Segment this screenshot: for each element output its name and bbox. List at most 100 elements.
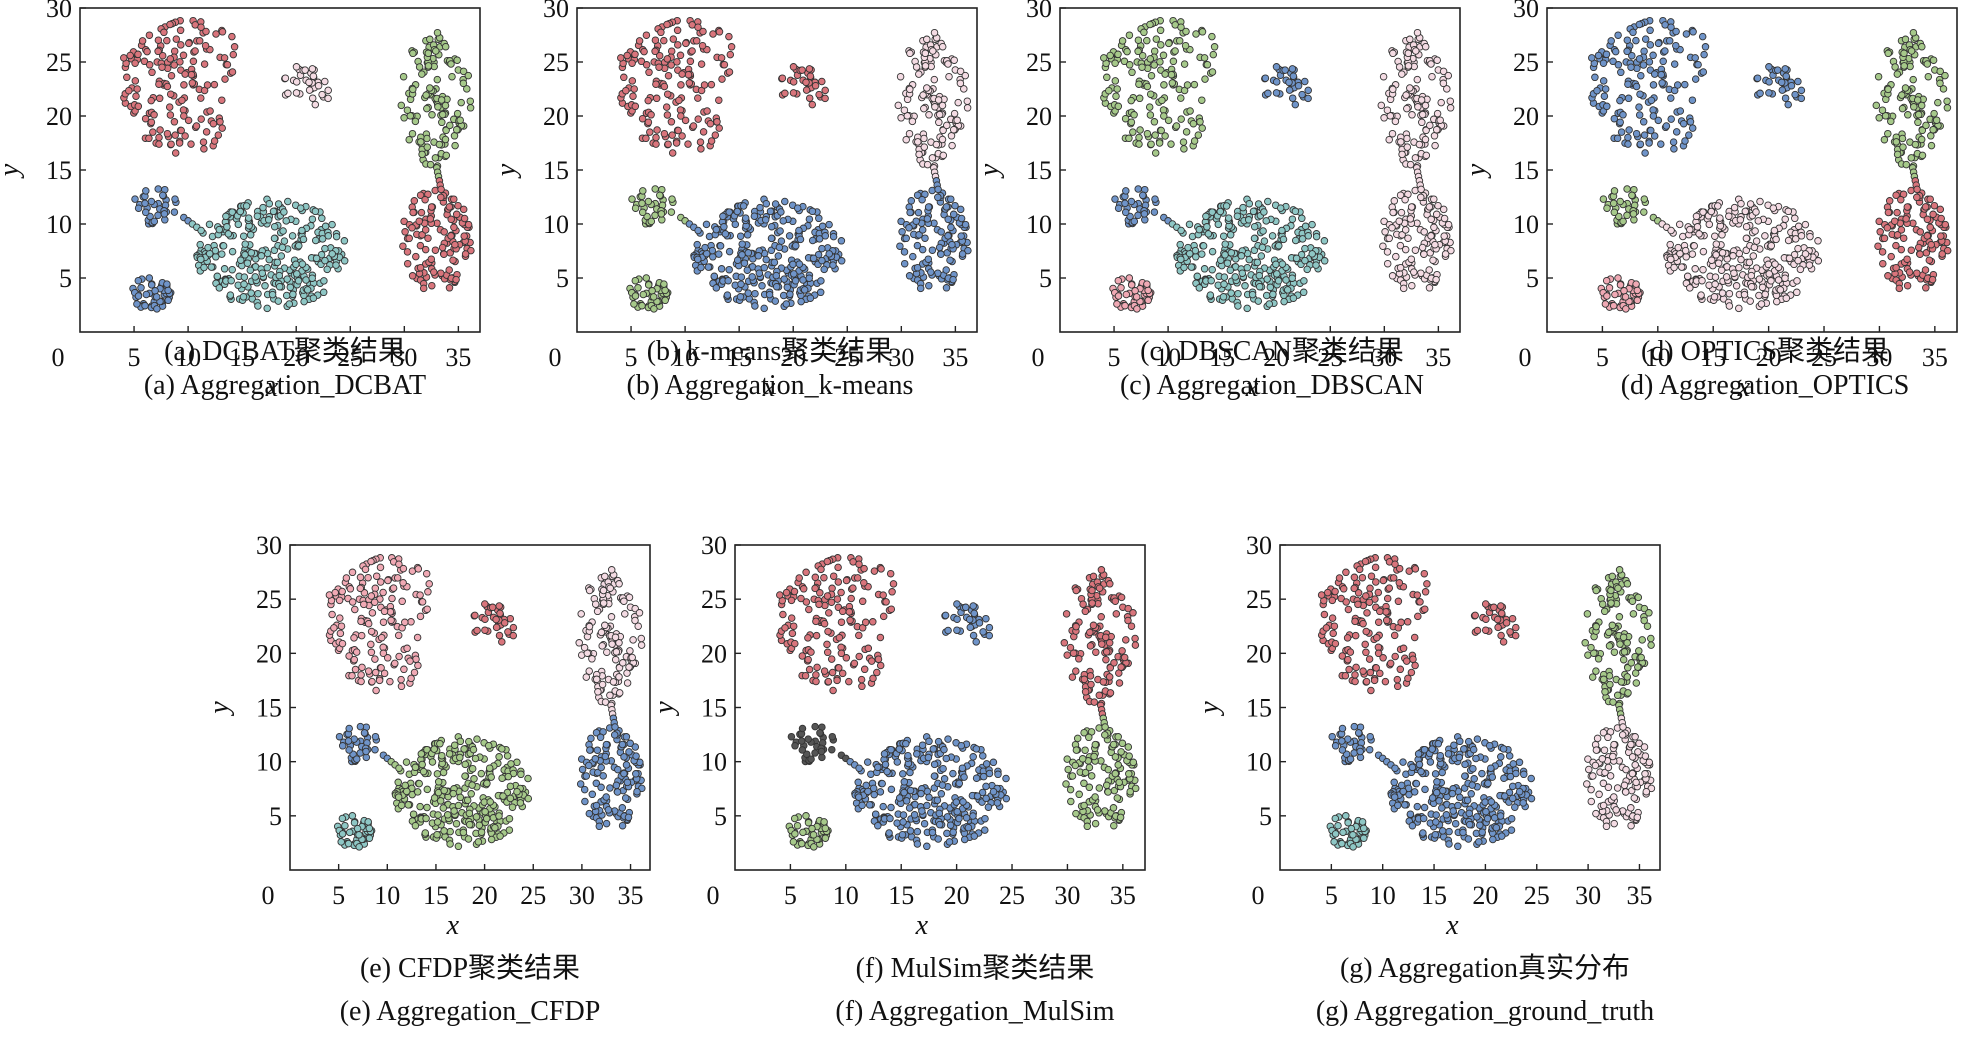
data-point — [820, 265, 828, 274]
data-point — [447, 215, 455, 224]
data-point — [896, 72, 905, 81]
data-point — [1191, 246, 1200, 255]
data-point — [160, 210, 169, 218]
data-point — [1088, 586, 1096, 595]
data-point — [367, 592, 376, 600]
data-point — [1431, 240, 1439, 249]
data-point — [1167, 70, 1176, 79]
data-point — [1227, 289, 1235, 297]
data-point — [1414, 103, 1422, 111]
data-point — [1907, 47, 1916, 55]
data-point — [1897, 226, 1906, 234]
points — [1588, 16, 1952, 313]
data-point — [481, 807, 489, 816]
data-point — [348, 568, 357, 577]
data-point — [1936, 67, 1944, 76]
data-point — [744, 289, 752, 297]
data-point — [1926, 223, 1934, 232]
data-point — [1635, 20, 1644, 29]
data-point — [141, 199, 149, 208]
data-point — [820, 619, 829, 628]
data-point — [928, 154, 937, 162]
data-point — [1152, 35, 1161, 43]
data-point — [598, 680, 607, 689]
data-point — [1279, 235, 1288, 244]
data-point — [1112, 610, 1121, 618]
data-point — [1171, 47, 1179, 55]
data-point — [424, 234, 432, 242]
data-point — [949, 275, 957, 284]
data-point — [120, 54, 128, 62]
data-point — [618, 821, 627, 830]
data-point — [644, 197, 653, 206]
data-point — [1138, 63, 1146, 71]
data-point — [371, 745, 379, 754]
data-point — [227, 276, 235, 285]
data-point — [1699, 265, 1707, 274]
data-point — [133, 85, 141, 93]
caption-cn: (e) CFDP聚类结果 — [360, 952, 580, 984]
data-point — [928, 186, 936, 195]
data-point — [1085, 783, 1094, 792]
data-point — [846, 616, 854, 625]
data-point — [1255, 271, 1264, 280]
data-point — [1402, 91, 1410, 99]
data-point — [411, 117, 420, 126]
data-point — [1711, 280, 1719, 288]
data-point — [1667, 115, 1675, 123]
data-point — [635, 37, 644, 45]
data-point — [1185, 220, 1194, 229]
data-point — [417, 208, 426, 217]
data-point — [711, 131, 720, 139]
data-point — [167, 71, 176, 80]
data-point — [426, 215, 435, 223]
data-point — [1629, 210, 1638, 218]
data-point — [751, 289, 759, 298]
data-point — [1151, 149, 1160, 157]
data-point — [1774, 276, 1783, 284]
data-point — [1399, 284, 1408, 293]
data-point — [1288, 94, 1297, 102]
y-tick-label: 10 — [1026, 210, 1052, 239]
data-point — [835, 664, 843, 672]
data-point — [145, 61, 154, 69]
data-point — [1105, 673, 1114, 681]
data-point — [937, 250, 945, 258]
data-point — [416, 802, 424, 811]
data-point — [454, 842, 463, 851]
data-point — [269, 207, 278, 216]
x-tick-label: 20 — [944, 881, 970, 910]
data-point — [825, 609, 833, 617]
data-point — [1257, 252, 1266, 260]
data-point — [456, 753, 464, 762]
data-point — [1698, 32, 1707, 41]
data-point — [678, 70, 686, 78]
data-point — [1097, 566, 1106, 574]
data-point — [505, 826, 514, 834]
data-point — [365, 834, 374, 842]
data-point — [421, 195, 429, 204]
data-point — [418, 598, 427, 606]
data-point — [660, 129, 669, 138]
data-point — [1593, 86, 1601, 95]
data-point — [1379, 72, 1388, 81]
data-point — [367, 640, 375, 649]
data-point — [1389, 49, 1397, 58]
data-point — [607, 566, 616, 574]
data-point — [1200, 54, 1209, 62]
data-point — [661, 296, 669, 305]
data-point — [1417, 193, 1425, 202]
data-point — [1751, 227, 1759, 235]
data-point — [1686, 225, 1694, 234]
data-point — [1918, 42, 1926, 51]
data-point — [1932, 116, 1941, 124]
data-point — [1129, 128, 1137, 136]
data-point — [663, 111, 672, 119]
data-point — [1117, 593, 1126, 602]
data-point — [1095, 784, 1104, 792]
data-point — [437, 96, 446, 104]
data-point — [459, 79, 468, 88]
data-point — [1913, 96, 1922, 104]
data-point — [701, 243, 709, 252]
data-point — [145, 31, 154, 39]
